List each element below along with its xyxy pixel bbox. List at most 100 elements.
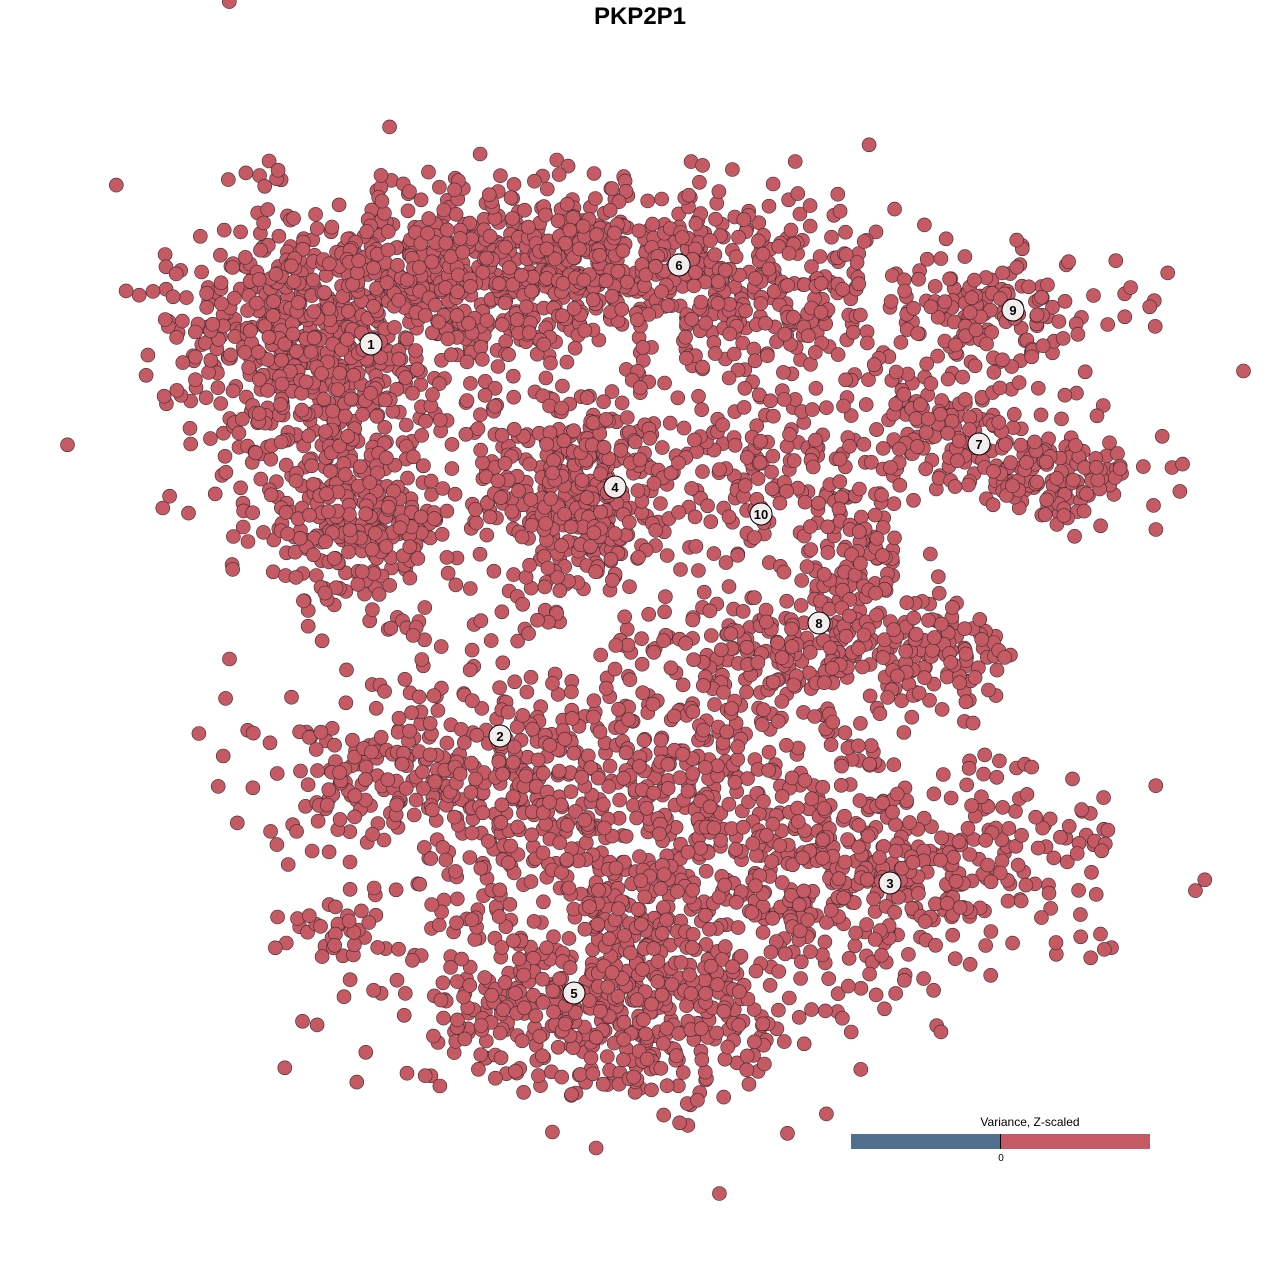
cell-point xyxy=(893,335,909,350)
cell-point xyxy=(535,971,550,987)
cell-point xyxy=(780,278,795,293)
cell-point xyxy=(417,600,433,615)
cell-point xyxy=(607,225,622,241)
cell-point xyxy=(424,254,440,270)
cell-point xyxy=(1090,472,1106,488)
cell-point xyxy=(940,371,956,387)
cell-point xyxy=(449,915,464,931)
cell-point xyxy=(332,365,348,381)
cell-point xyxy=(772,495,788,511)
cell-point xyxy=(501,855,516,871)
cell-point xyxy=(562,960,578,976)
cell-point xyxy=(550,1040,566,1055)
cell-point xyxy=(198,390,214,406)
cell-point xyxy=(858,397,874,412)
cell-point xyxy=(639,1051,655,1067)
cell-point xyxy=(716,1089,732,1105)
cell-point xyxy=(358,772,373,787)
cell-point xyxy=(201,365,216,380)
cell-point xyxy=(976,766,991,782)
cell-point xyxy=(703,628,719,643)
cell-point xyxy=(960,820,976,836)
cell-point xyxy=(497,295,513,311)
cell-point xyxy=(1028,809,1043,825)
cell-point xyxy=(424,897,440,912)
cell-point xyxy=(432,412,448,428)
cell-point xyxy=(735,819,751,835)
cell-point xyxy=(741,1076,757,1092)
cell-point xyxy=(861,137,877,153)
cell-point xyxy=(804,402,820,417)
cell-point xyxy=(598,412,614,427)
cell-point xyxy=(435,481,451,496)
cell-point xyxy=(748,878,763,894)
cell-point xyxy=(934,830,949,846)
cell-point xyxy=(210,779,226,794)
cell-point xyxy=(823,737,839,753)
cell-point xyxy=(436,892,452,908)
cell-point xyxy=(869,422,884,437)
cell-point xyxy=(604,181,620,196)
cell-point xyxy=(695,158,710,173)
cell-point xyxy=(588,1030,604,1045)
cell-point xyxy=(453,722,469,737)
cell-point xyxy=(967,272,982,288)
cell-point xyxy=(421,211,437,226)
cell-point xyxy=(567,340,583,356)
cell-point xyxy=(1009,259,1025,275)
cell-point xyxy=(230,815,245,831)
cell-point xyxy=(231,425,247,441)
cell-point xyxy=(1100,822,1116,838)
cell-point xyxy=(1019,787,1035,802)
cell-point xyxy=(1030,840,1046,856)
cell-point xyxy=(911,685,927,701)
cell-point xyxy=(837,808,852,824)
cell-point xyxy=(737,478,753,493)
cell-point xyxy=(942,271,957,287)
cell-point xyxy=(721,796,737,812)
cell-point xyxy=(588,1140,604,1156)
cell-point xyxy=(215,748,231,764)
cell-point xyxy=(551,167,567,182)
cell-point xyxy=(270,909,285,925)
cell-point xyxy=(1148,778,1164,794)
cell-point xyxy=(423,473,439,489)
cell-point xyxy=(131,287,147,303)
cell-point xyxy=(251,406,267,421)
cell-point xyxy=(336,989,352,1005)
cell-point xyxy=(764,854,779,869)
cell-point xyxy=(593,647,609,663)
cell-point xyxy=(799,559,815,574)
cell-point xyxy=(832,451,848,467)
cell-point xyxy=(350,576,366,592)
cell-point xyxy=(1071,883,1086,898)
cell-point xyxy=(599,1049,615,1064)
cell-point xyxy=(755,925,771,940)
cell-point xyxy=(400,470,415,486)
cell-point xyxy=(883,460,898,475)
cell-point xyxy=(493,1050,509,1066)
cell-point xyxy=(402,723,417,739)
cell-point xyxy=(804,791,820,807)
cell-point xyxy=(765,176,781,192)
cell-point xyxy=(892,477,908,493)
cell-point xyxy=(109,177,124,193)
cell-point xyxy=(662,415,678,431)
cell-point xyxy=(181,505,196,521)
cell-point xyxy=(585,1066,601,1082)
cell-point xyxy=(776,564,792,580)
cell-point xyxy=(632,380,648,395)
cell-point xyxy=(450,284,465,300)
cell-point xyxy=(750,471,766,486)
cell-point xyxy=(482,509,498,525)
cell-point xyxy=(366,260,381,276)
cell-point xyxy=(217,448,233,464)
cell-point xyxy=(1175,456,1190,472)
cell-point xyxy=(261,153,277,169)
cell-point xyxy=(851,641,866,656)
cell-point xyxy=(1088,887,1104,902)
cell-point xyxy=(412,876,428,892)
cell-point xyxy=(367,525,383,541)
cell-point xyxy=(725,162,740,177)
cell-point xyxy=(249,295,264,311)
